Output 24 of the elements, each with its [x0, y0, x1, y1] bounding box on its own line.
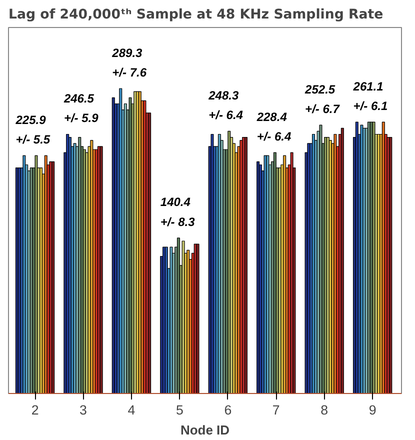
annotation: 228.4 +/- 6.4 [256, 110, 292, 144]
x-tick-label: 5 [176, 402, 184, 418]
annotation: 246.5 +/- 5.9 [62, 92, 99, 126]
chart-title: Lag of 240,000ᵗʰ Sample at 48 KHz Sampling Rate [8, 8, 384, 22]
annotation: 252.5 +/- 6.7 [304, 82, 341, 116]
bar [148, 112, 152, 394]
x-tick-label: 8 [320, 402, 328, 418]
bar [389, 137, 392, 394]
bar [52, 161, 55, 394]
bar [196, 244, 200, 394]
bar [100, 146, 103, 394]
annotation: 140.4 +/- 8.3 [160, 195, 196, 229]
annotation: 225.9 +/- 5.5 [14, 112, 50, 146]
x-tick-label: 2 [31, 402, 39, 418]
text: 289.3 +/- 7.6 [111, 46, 147, 80]
x-tick-label: 6 [224, 402, 232, 418]
x-tick-label: 9 [368, 402, 376, 418]
x-tick-label: 7 [272, 402, 280, 418]
x-tick-label: 4 [128, 402, 136, 418]
annotation: 248.3 +/- 6.4 [208, 88, 244, 122]
annotation: 261.1 +/- 6.1 [352, 79, 388, 113]
x-axis-title: Node ID [180, 422, 230, 438]
x-tick-label: 3 [80, 402, 87, 418]
bar [340, 128, 344, 394]
